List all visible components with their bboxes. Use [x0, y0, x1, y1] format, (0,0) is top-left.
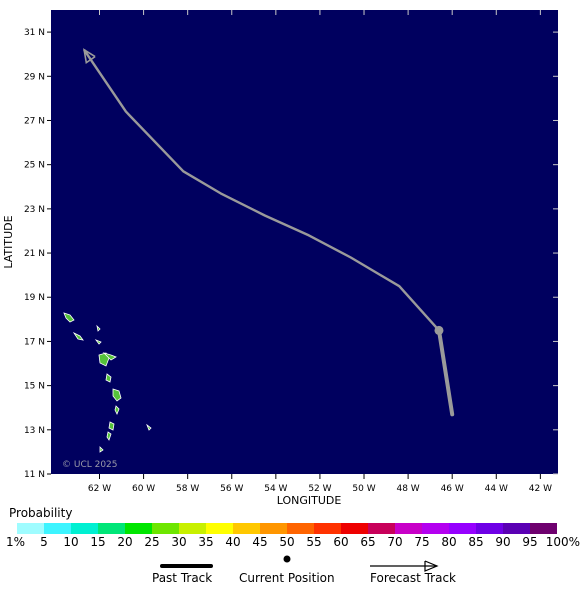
- x-tick-label: 58 W: [176, 484, 199, 494]
- island-shape: [106, 431, 112, 441]
- probability-label: 35: [198, 535, 214, 549]
- island-shape: [99, 446, 104, 453]
- y-axis-title: LATITUDE: [2, 215, 15, 268]
- probability-label: 85: [468, 535, 484, 549]
- probability-color-cell: [476, 523, 503, 534]
- axis-ticks: 62 W 60 W 58 W 56 W 54 W 52 W 50 W 48 W 46 W 44 W…: [24, 10, 558, 494]
- y-tick-label: 19 N: [24, 293, 45, 303]
- probability-color-cell: [341, 523, 368, 534]
- probability-label: 75: [414, 535, 430, 549]
- probability-color-cell: [422, 523, 449, 534]
- probability-label: 100%: [545, 535, 580, 549]
- probability-label: 10: [63, 535, 79, 549]
- probability-color-cell: [530, 523, 557, 534]
- probability-label: 95: [522, 535, 538, 549]
- legend-title: Probability: [9, 506, 73, 520]
- probability-label: 5: [40, 535, 48, 549]
- x-tick-label: 48 W: [396, 484, 419, 494]
- y-tick-label: 21 N: [24, 249, 45, 259]
- probability-color-cell: [368, 523, 395, 534]
- y-tick-label: 23 N: [24, 205, 45, 215]
- x-tick-label: 44 W: [485, 484, 508, 494]
- y-tick-label: 17 N: [24, 337, 45, 347]
- probability-label: 80: [441, 535, 457, 549]
- probability-color-cell: [179, 523, 206, 534]
- probability-color-cell: [71, 523, 98, 534]
- probability-color-bar: [17, 523, 557, 534]
- x-axis-title: LONGITUDE: [277, 494, 342, 507]
- island-shape: [96, 324, 101, 332]
- x-tick-label: 60 W: [132, 484, 155, 494]
- x-tick-label: 54 W: [264, 484, 287, 494]
- y-tick-label: 11 N: [24, 470, 45, 480]
- current-position-key-dot: [283, 555, 291, 563]
- probability-color-cell: [152, 523, 179, 534]
- island-shape: [72, 331, 84, 341]
- island-shape: [112, 388, 122, 402]
- probability-color-cell: [260, 523, 287, 534]
- island-shape: [63, 312, 75, 323]
- probability-color-cell: [17, 523, 44, 534]
- x-tick-label: 52 W: [308, 484, 331, 494]
- probability-label: 45: [252, 535, 268, 549]
- probability-color-cell: [125, 523, 152, 534]
- caribbean-islands: [63, 312, 152, 453]
- probability-color-cell: [449, 523, 476, 534]
- y-tick-label: 25 N: [24, 161, 45, 171]
- probability-label: 1%: [6, 535, 26, 549]
- y-tick-label: 15 N: [24, 382, 45, 392]
- y-tick-label: 27 N: [24, 116, 45, 126]
- forecast-track-line: [83, 49, 440, 332]
- probability-label: 65: [360, 535, 376, 549]
- probability-color-cell: [395, 523, 422, 534]
- probability-label: 70: [387, 535, 403, 549]
- probability-color-cell: [503, 523, 530, 534]
- probability-label: 25: [144, 535, 160, 549]
- forecast-track-key-label: Forecast Track: [370, 571, 456, 585]
- island-shape: [114, 405, 120, 415]
- probability-label: 55: [306, 535, 322, 549]
- probability-color-cell: [233, 523, 260, 534]
- copyright-text: © UCL 2025: [62, 460, 118, 470]
- past-track-key-label: Past Track: [152, 571, 213, 585]
- y-tick-label: 29 N: [24, 72, 45, 82]
- probability-label: 30: [171, 535, 187, 549]
- probability-color-cell: [44, 523, 71, 534]
- y-tick-label: 13 N: [24, 426, 45, 436]
- x-tick-label: 62 W: [88, 484, 111, 494]
- past-track-line: [437, 328, 455, 417]
- probability-label: 40: [225, 535, 241, 549]
- forecast-track-key-arrow-icon: [424, 560, 439, 572]
- probability-color-cell: [287, 523, 314, 534]
- ocean-background: [51, 10, 558, 474]
- x-tick-label: 42 W: [529, 484, 552, 494]
- current-position-marker: [434, 325, 444, 335]
- island-shape: [108, 421, 115, 431]
- probability-label: 15: [90, 535, 106, 549]
- current-position-key-label: Current Position: [239, 571, 335, 585]
- probability-color-cell: [206, 523, 233, 534]
- probability-label: 20: [117, 535, 133, 549]
- forecast-arrowhead: [83, 48, 96, 64]
- probability-label: 50: [279, 535, 295, 549]
- x-tick-label: 56 W: [220, 484, 243, 494]
- island-shape: [105, 373, 112, 383]
- probability-color-cell: [314, 523, 341, 534]
- probability-label: 90: [495, 535, 511, 549]
- probability-color-cell: [98, 523, 125, 534]
- y-tick-label: 31 N: [24, 28, 45, 38]
- x-tick-label: 50 W: [352, 484, 375, 494]
- probability-label: 60: [333, 535, 349, 549]
- island-shape: [146, 423, 152, 431]
- x-tick-label: 46 W: [441, 484, 464, 494]
- island-shape: [102, 352, 117, 361]
- island-shape: [94, 339, 102, 345]
